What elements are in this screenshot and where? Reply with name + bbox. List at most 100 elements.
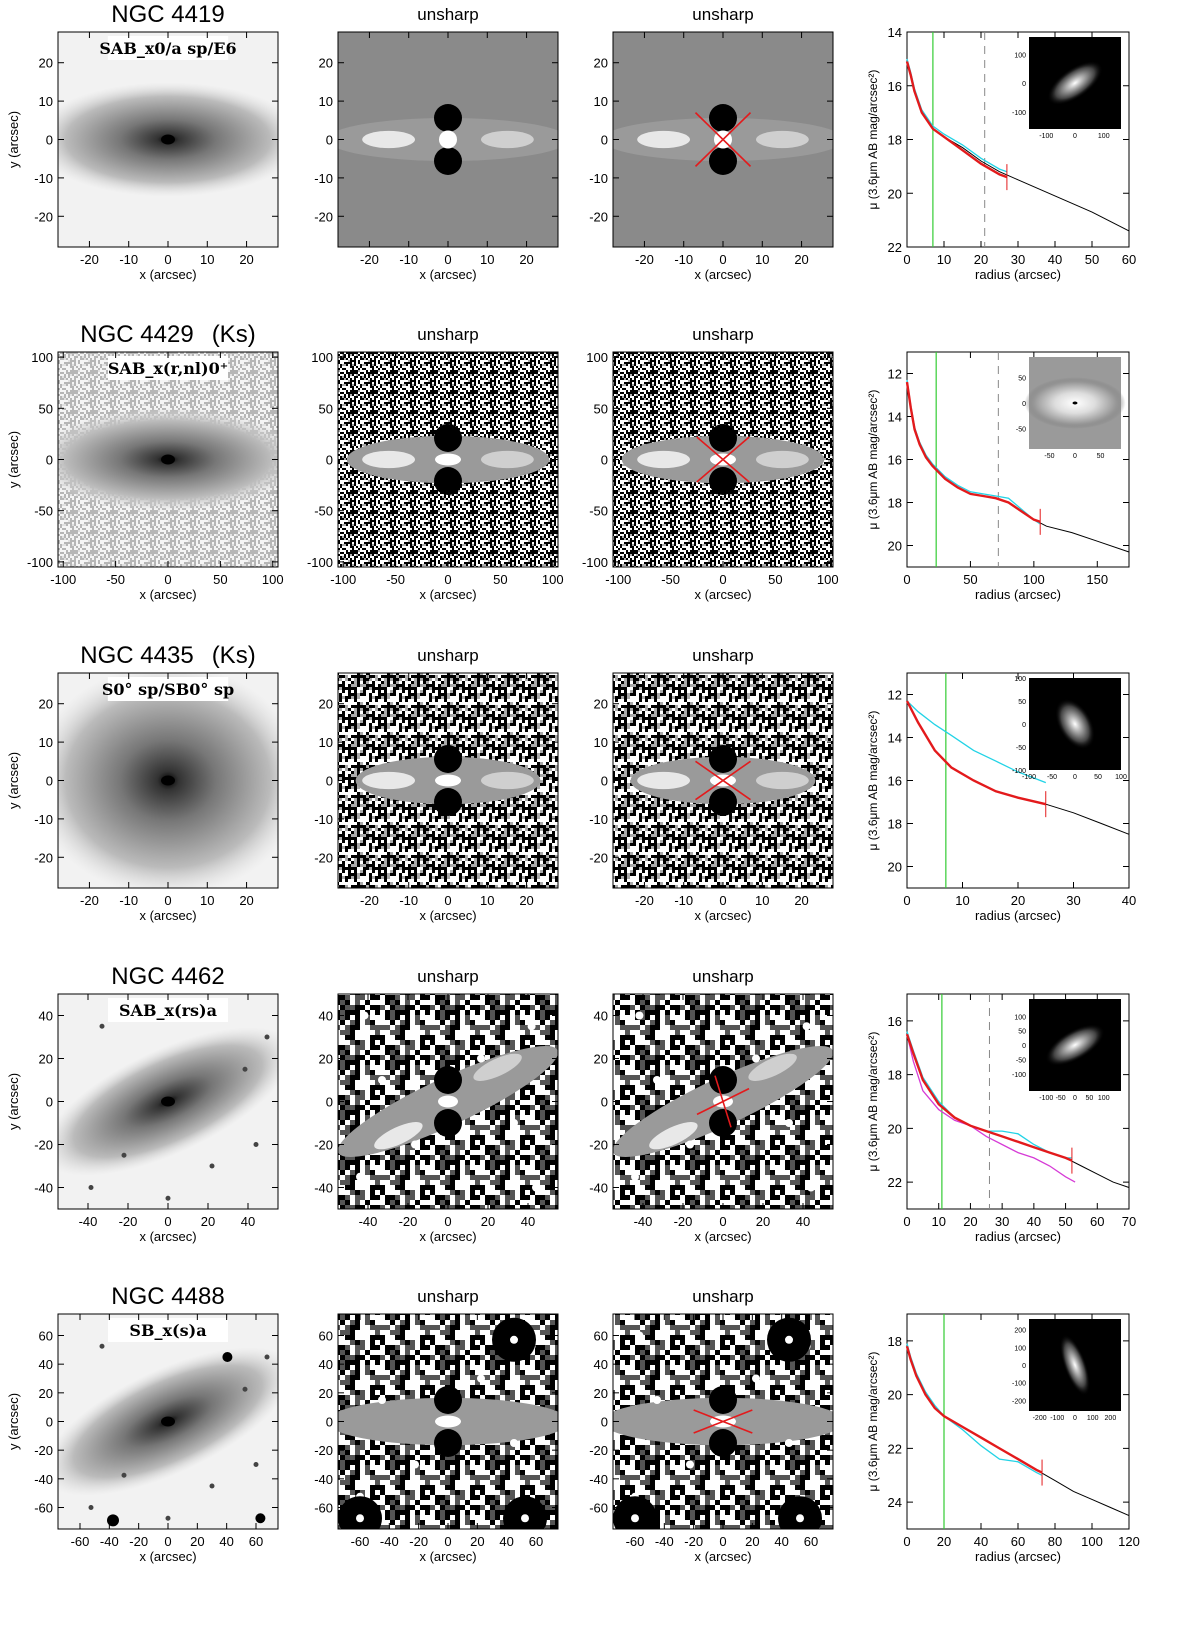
field-star — [209, 1163, 215, 1169]
field-star — [242, 1066, 248, 1072]
profile-y-tick-label: 18 — [888, 496, 902, 511]
unsharp-dark-lobe-top — [709, 1066, 737, 1094]
x-tick-label: -100 — [50, 572, 76, 587]
y-tick-label: -20 — [34, 1138, 53, 1153]
x-axis-label: x (arcsec) — [419, 587, 476, 602]
y-tick-label: 50 — [319, 401, 333, 416]
x-tick-label: 40 — [774, 1534, 788, 1549]
classification-text: SB_x(s)a — [129, 1321, 206, 1340]
x-tick-label: 50 — [213, 572, 227, 587]
x-tick-label: 10 — [755, 252, 769, 267]
inset-x-tick-label: 0 — [1073, 1415, 1077, 1422]
profile-panel: 0 10 20 30 40 50 60 70 16 18 20 22 radius (arcsec) μ … — [866, 993, 1136, 1244]
x-tick-label: 0 — [164, 252, 171, 267]
profile-x-tick-label: 0 — [903, 572, 910, 587]
image-panel — [58, 352, 278, 567]
x-tick-label: 40 — [219, 1534, 233, 1549]
inset-y-tick-label: -100 — [1012, 768, 1026, 775]
unsharp-dark-lobe-top — [709, 745, 737, 773]
inset-galaxy — [1055, 698, 1095, 750]
inset-y-tick-label: -50 — [1016, 427, 1026, 434]
unsharp-star — [510, 1439, 518, 1447]
y-tick-label: -20 — [314, 1138, 333, 1153]
unsharp-nucleus — [435, 453, 461, 466]
x-tick-label: 20 — [239, 893, 253, 908]
unsharp-star — [411, 1140, 419, 1149]
y-tick-label: -10 — [314, 812, 333, 827]
x-tick-label: -50 — [661, 572, 680, 587]
x-tick-label: 0 — [719, 252, 726, 267]
galaxy-row-ngc-4435: NGC 4435 (Ks)S0° sp/SB0° sp-20-20-10-1000… — [6, 642, 1136, 923]
y-axis-label: y (arcsec) — [6, 111, 21, 168]
x-tick-label: 20 — [745, 1534, 759, 1549]
x-tick-label: 0 — [444, 893, 451, 908]
y-tick-label: 0 — [46, 774, 53, 789]
inset-x-tick-label: 100 — [1098, 133, 1110, 140]
y-axis-label: y (arcsec) — [6, 431, 21, 488]
inset-y-tick-label: 50 — [1018, 699, 1026, 706]
profile-y-tick-label: 16 — [888, 79, 902, 94]
unsharp-dark-lobe-bottom — [709, 147, 737, 175]
unsharp-ring-right — [756, 450, 809, 469]
x-axis-label: x (arcsec) — [694, 908, 751, 923]
inset-galaxy — [1045, 1024, 1105, 1066]
y-tick-label: -100 — [307, 555, 333, 570]
image-panel — [58, 1314, 278, 1529]
unsharp-dark-lobe-top — [434, 1386, 462, 1414]
profile-y-tick-label: 22 — [888, 240, 902, 255]
unsharp-star — [631, 1172, 639, 1181]
unsharp-dark-lobe-bottom — [434, 1429, 462, 1457]
unsharp-dark-lobe-top — [434, 1066, 462, 1094]
y-tick-label: -20 — [589, 1443, 608, 1458]
unsharp-star — [785, 1439, 793, 1447]
x-shape-overlay-line — [696, 436, 750, 483]
unsharp-panel — [338, 673, 558, 888]
unsharp-dark-lobe-bottom — [434, 1109, 462, 1137]
inset-x-tick-label: -100 — [1039, 133, 1053, 140]
profile-y-label: μ (3.6μm AB mag/arcsec²) — [866, 1352, 880, 1492]
y-tick-label: -20 — [34, 850, 53, 865]
x-tick-label: -40 — [634, 1214, 653, 1229]
y-tick-label: -50 — [34, 504, 53, 519]
y-tick-label: 10 — [594, 94, 608, 109]
classification-label: SAB_x0/a sp/E6 — [99, 36, 237, 60]
unsharp-star — [653, 1076, 661, 1084]
unsharp-ring-right — [473, 1053, 522, 1081]
y-tick-label: -20 — [34, 1443, 53, 1458]
profile-x-tick-label: 50 — [1085, 252, 1099, 267]
classification-box — [108, 356, 228, 380]
profile-x-tick-label: 30 — [995, 1214, 1009, 1229]
inset-x-tick-label: 50 — [1094, 774, 1102, 781]
profile-x-label: radius (arcsec) — [975, 587, 1061, 602]
inset-y-tick-label: 0 — [1022, 401, 1026, 408]
x-shape-overlay-line — [694, 112, 752, 167]
profile-x-tick-label: 30 — [1011, 252, 1025, 267]
field-star — [99, 1023, 105, 1029]
inset-galaxy — [1047, 60, 1103, 106]
profile-x-tick-label: 80 — [1048, 1534, 1062, 1549]
profile-series-cyan — [906, 700, 1047, 784]
y-tick-label: 20 — [319, 697, 333, 712]
x-tick-label: 40 — [796, 1214, 810, 1229]
classification-text: SAB_x0/a sp/E6 — [99, 39, 236, 58]
y-tick-label: 0 — [326, 1415, 333, 1430]
unsharp-title: unsharp — [692, 1287, 753, 1306]
classification-box — [107, 36, 229, 60]
unsharp-ring-left — [362, 130, 415, 149]
unsharp-dark-lobe-bottom — [709, 1429, 737, 1457]
unsharp-nucleus — [435, 774, 461, 787]
unsharp-title: unsharp — [417, 5, 478, 24]
unsharp-star — [378, 1396, 386, 1404]
inset-x-tick-label: 50 — [1085, 1095, 1093, 1102]
field-star — [253, 1142, 259, 1147]
profile-series-red — [905, 1345, 1043, 1474]
y-tick-label: -10 — [314, 171, 333, 186]
unsharp-dark-lobe-top — [709, 1386, 737, 1414]
bright-star — [222, 1352, 233, 1362]
unsharp-dark-lobe-top — [434, 104, 462, 132]
profile-x-label: radius (arcsec) — [975, 1229, 1061, 1244]
inset-core — [1072, 401, 1078, 405]
y-tick-label: 20 — [594, 697, 608, 712]
